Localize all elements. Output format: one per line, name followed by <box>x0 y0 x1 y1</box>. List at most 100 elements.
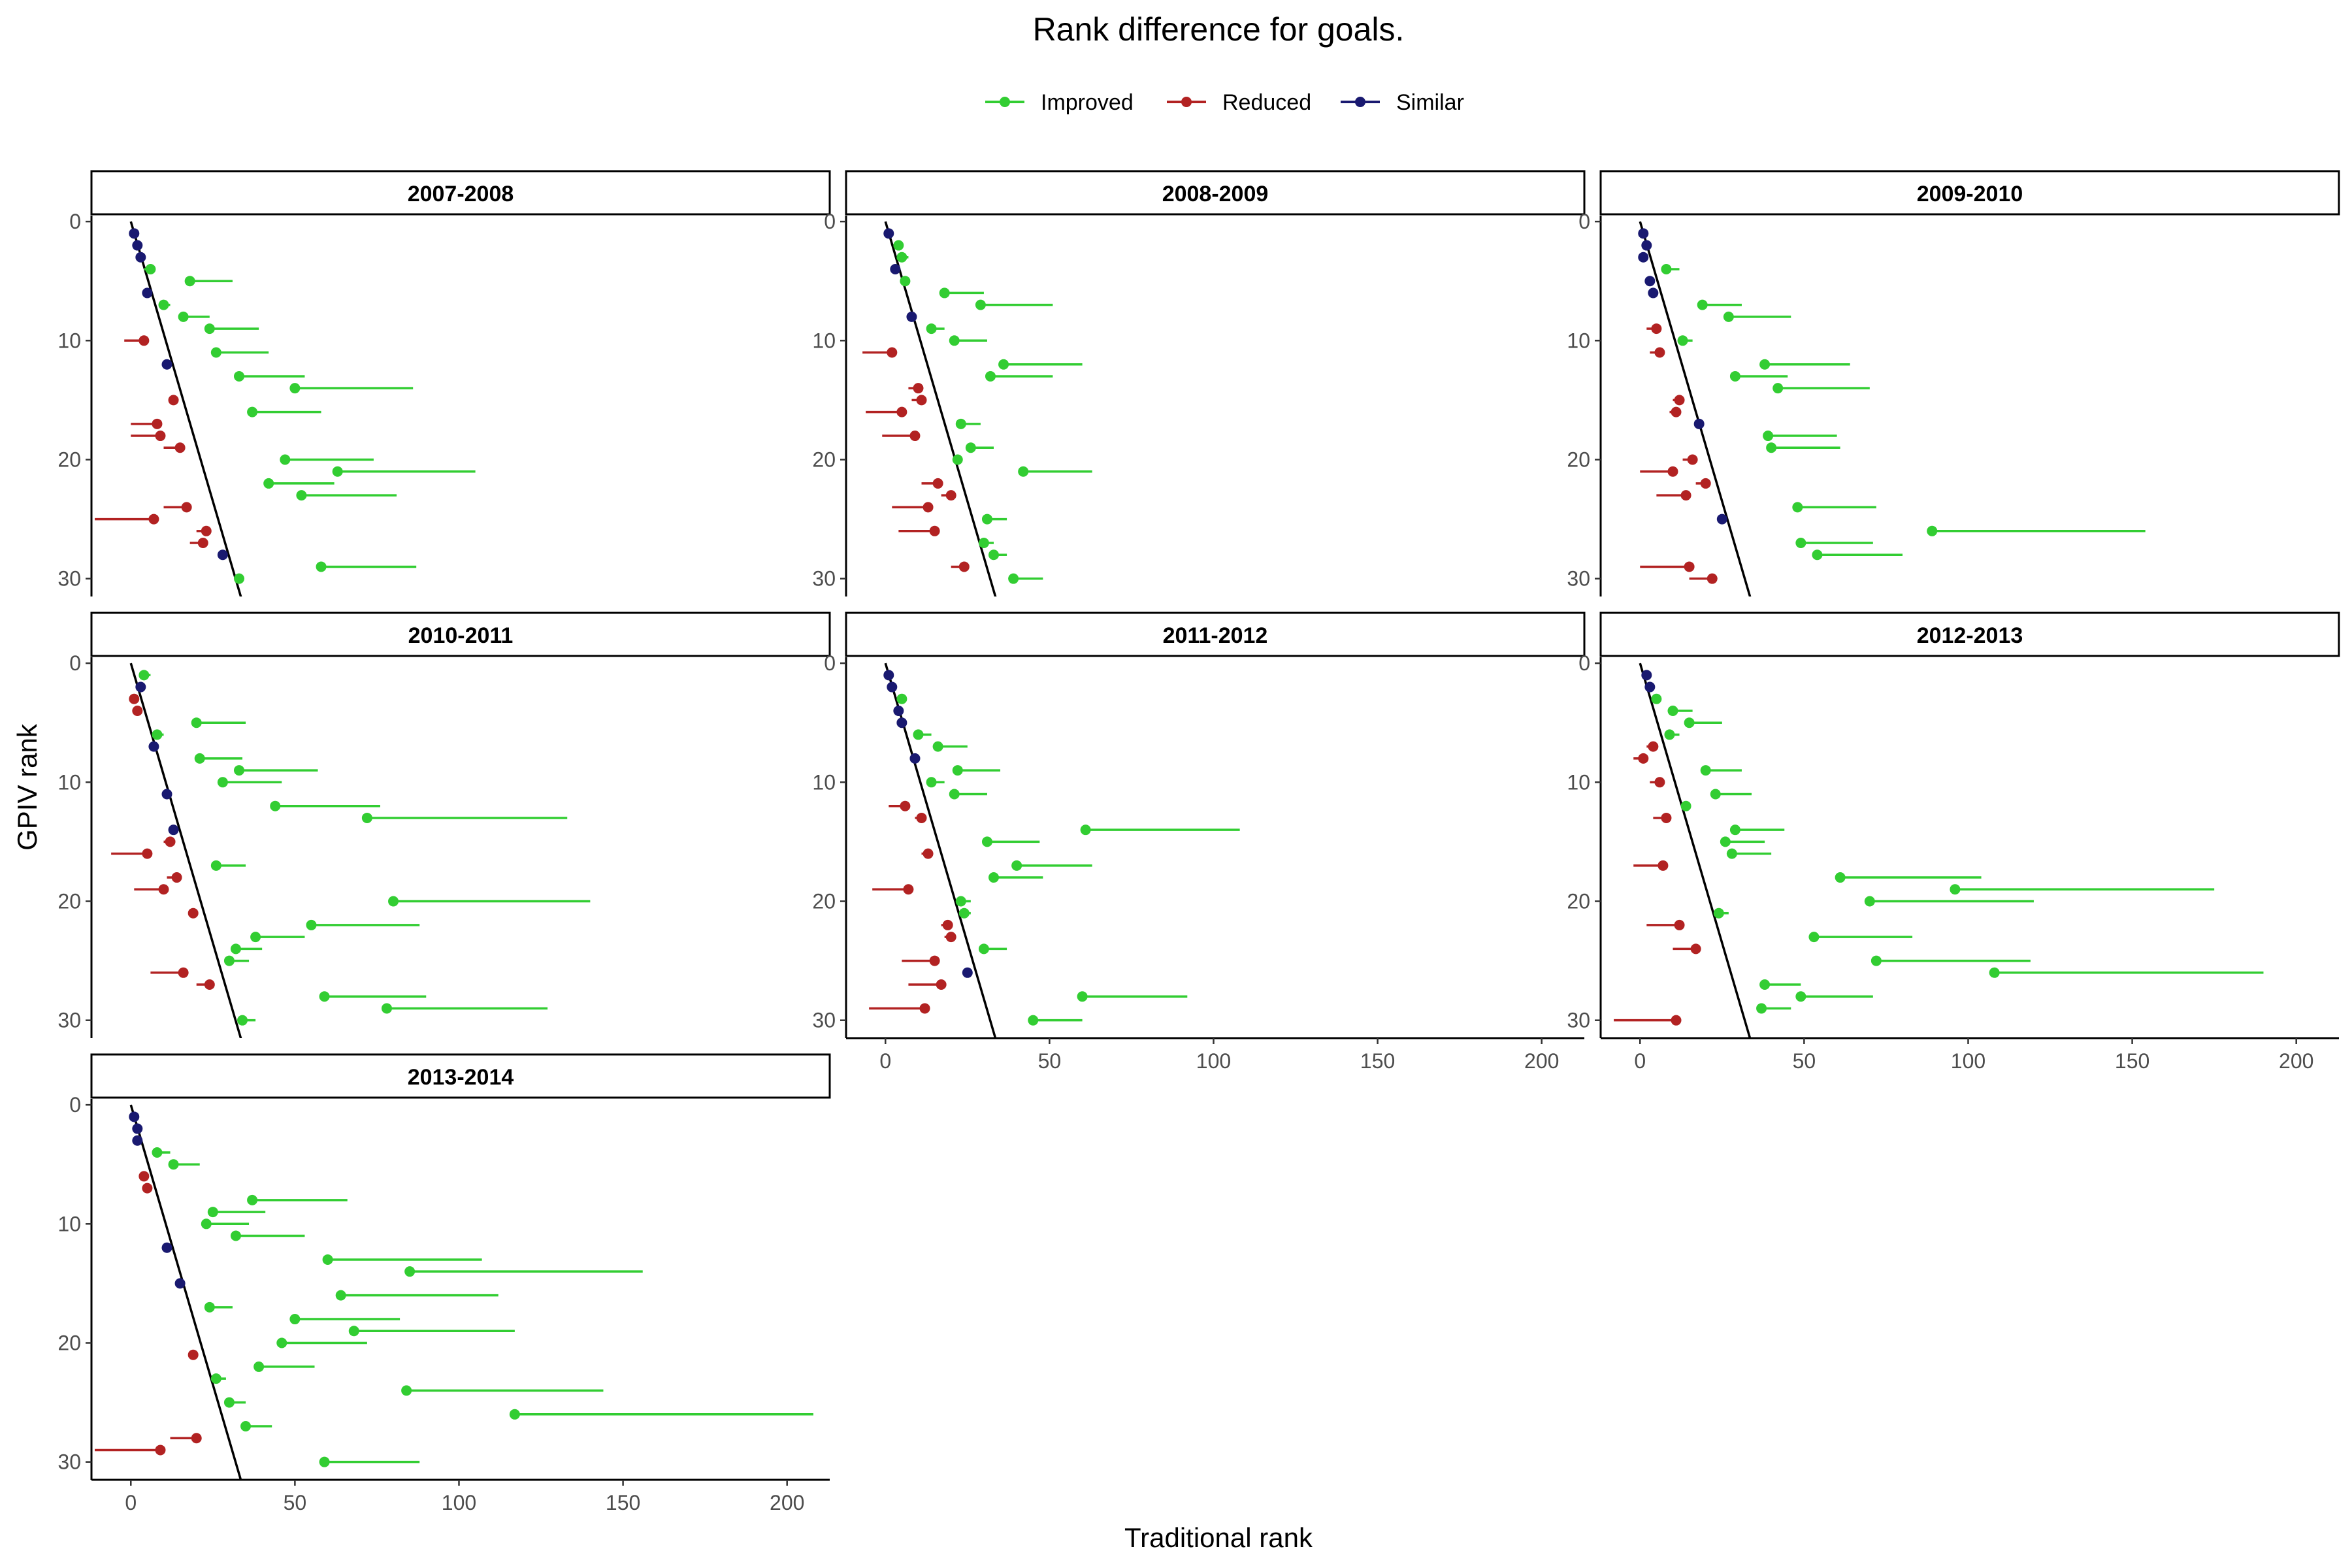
data-point-improved <box>1710 789 1721 800</box>
facet-data <box>95 221 476 596</box>
data-point-improved <box>958 907 970 919</box>
data-point-improved <box>388 896 399 907</box>
data-point-improved <box>955 418 966 429</box>
facet-strip-label: 2009-2010 <box>1917 182 2023 206</box>
facet-strip-label: 2007-2008 <box>408 182 514 206</box>
data-point-similar <box>887 681 898 693</box>
facet-strip <box>90 1053 831 1099</box>
y-tick-label: 10 <box>812 329 836 352</box>
data-point-reduced <box>1671 406 1682 417</box>
facet-2009-2010: 2009-2010 0 10 20 30 <box>1567 170 2340 596</box>
data-point-improved <box>998 359 1009 370</box>
x-tick-label: 150 <box>2115 1049 2149 1073</box>
data-point-improved <box>1680 800 1691 811</box>
x-tick-label: 100 <box>442 1491 476 1514</box>
data-point-improved <box>1726 848 1737 859</box>
data-point-reduced <box>896 406 907 417</box>
data-point-improved <box>210 347 221 358</box>
data-point-improved <box>1008 573 1019 584</box>
data-point-improved <box>201 1218 212 1230</box>
y-tick-label: 10 <box>1567 770 1590 794</box>
data-point-improved <box>270 800 281 811</box>
data-point-improved <box>1772 383 1784 394</box>
data-point-improved <box>178 311 189 322</box>
data-point-reduced <box>1684 561 1695 572</box>
data-point-similar <box>1644 276 1656 287</box>
data-point-improved <box>276 1337 287 1348</box>
data-point-reduced <box>1690 943 1701 955</box>
data-point-improved <box>978 538 989 549</box>
data-point-improved <box>1713 907 1724 919</box>
data-point-reduced <box>201 525 212 536</box>
data-point-improved <box>1684 717 1695 728</box>
data-point-reduced <box>942 919 953 930</box>
data-point-improved <box>985 370 996 382</box>
data-point-improved <box>404 1266 416 1277</box>
y-tick-label: 30 <box>812 567 836 591</box>
data-point-reduced <box>1651 323 1662 335</box>
data-point-similar <box>129 1111 140 1122</box>
y-tick-label: 30 <box>1567 567 1590 591</box>
data-point-reduced <box>945 932 956 943</box>
data-point-improved <box>210 860 221 871</box>
y-tick-label: 10 <box>57 1212 81 1235</box>
data-point-improved <box>382 1003 392 1014</box>
data-point-reduced <box>139 1171 150 1182</box>
data-point-improved <box>1677 335 1688 346</box>
data-point-improved <box>978 943 989 955</box>
legend-label: Reduced <box>1222 90 1311 115</box>
data-point-improved <box>1667 705 1678 716</box>
facet-strip <box>845 170 1586 216</box>
facet-data <box>869 662 1240 1038</box>
legend-item-reduced: Reduced <box>1167 90 1311 115</box>
data-point-similar <box>132 240 143 251</box>
data-point-improved <box>1835 872 1846 883</box>
data-point-reduced <box>148 514 159 525</box>
data-point-reduced <box>191 1433 202 1444</box>
data-point-similar <box>893 705 904 716</box>
data-point-similar <box>1716 514 1727 525</box>
data-point-improved <box>1870 955 1882 966</box>
data-point-improved <box>237 1015 248 1026</box>
data-point-reduced <box>155 431 166 442</box>
y-tick-label: 20 <box>812 889 836 913</box>
data-point-similar <box>883 228 894 239</box>
y-tick-label: 0 <box>1578 651 1590 675</box>
data-point-similar <box>129 228 140 239</box>
x-axis-title: Traditional rank <box>1124 1522 1313 1553</box>
x-tick-label: 150 <box>1360 1049 1395 1073</box>
y-axis-title: GPIV rank <box>12 723 42 851</box>
reference-line <box>1639 662 1752 1038</box>
data-point-improved <box>210 1373 221 1384</box>
facet-data <box>862 221 1092 596</box>
data-point-improved <box>900 276 911 287</box>
data-point-reduced <box>142 1183 153 1194</box>
facet-2011-2012: 2011-2012 0 10 20 30 0 50 100 150 200 <box>812 612 1586 1073</box>
data-point-reduced <box>1638 753 1649 764</box>
facet-2012-2013: 2012-2013 0 10 20 30 0 50 100 150 200 <box>1567 612 2340 1073</box>
x-tick-label: 100 <box>1951 1049 1985 1073</box>
data-point-improved <box>893 240 904 251</box>
data-point-improved <box>223 1397 235 1408</box>
data-point-improved <box>1766 442 1777 453</box>
data-point-improved <box>1795 538 1806 549</box>
data-point-reduced <box>178 967 189 978</box>
facet-2008-2009: 2008-2009 0 10 20 30 <box>812 170 1586 596</box>
data-point-improved <box>988 549 999 561</box>
data-point-reduced <box>1700 478 1711 489</box>
data-point-reduced <box>929 955 940 966</box>
data-point-reduced <box>1667 466 1678 477</box>
legend-item-improved: Improved <box>985 90 1134 115</box>
data-point-improved <box>263 478 274 489</box>
y-tick-label: 30 <box>57 1450 81 1474</box>
facet-strip <box>90 612 831 657</box>
data-point-improved <box>896 252 907 263</box>
data-point-reduced <box>139 335 150 346</box>
y-tick-label: 10 <box>1567 329 1590 352</box>
y-tick-label: 0 <box>69 651 81 675</box>
data-point-improved <box>319 991 330 1002</box>
x-tick-label: 150 <box>606 1491 640 1514</box>
data-point-reduced <box>909 431 921 442</box>
data-point-reduced <box>152 418 163 429</box>
